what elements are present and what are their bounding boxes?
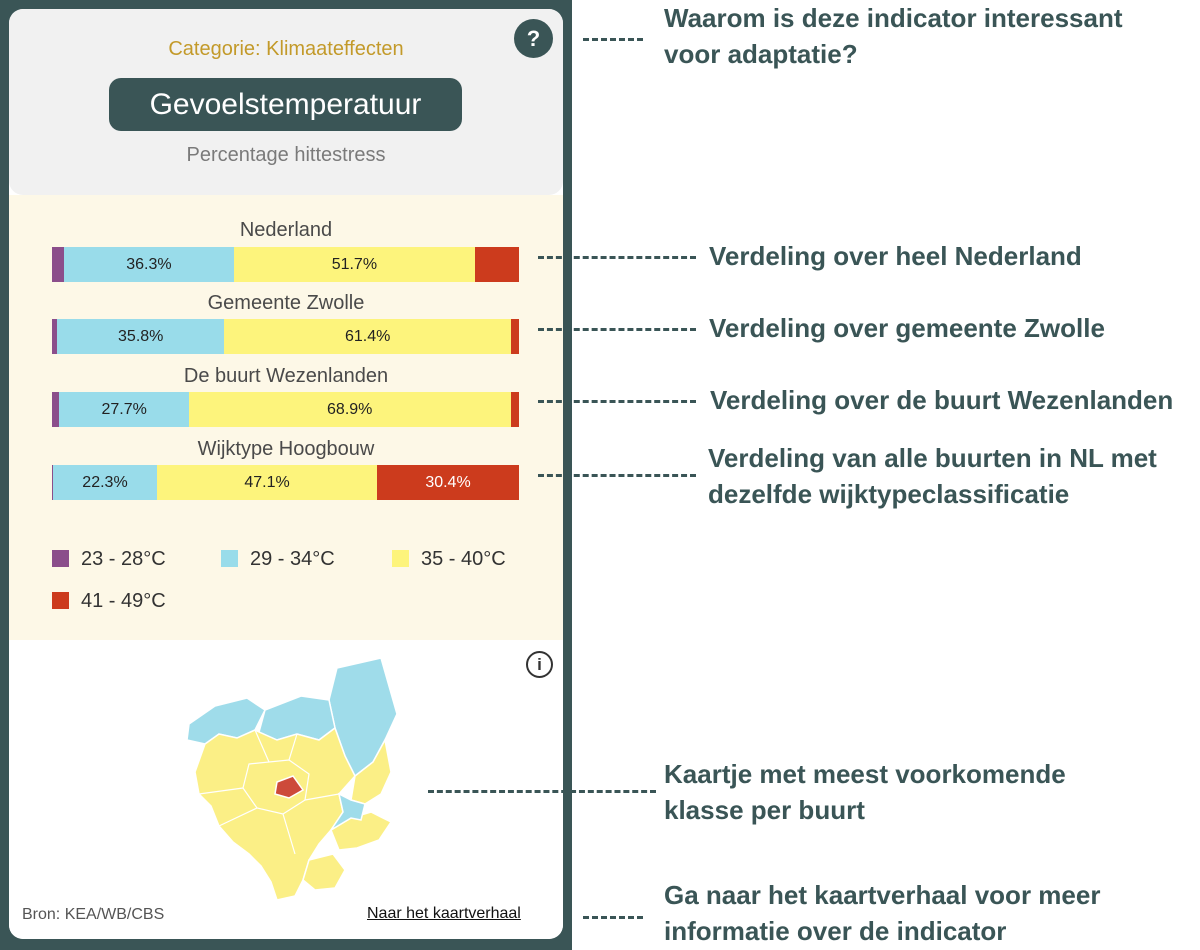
annotation-map: Kaartje met meest voorkomende klasse per…: [664, 756, 1066, 828]
stacked-bar[interactable]: 22.3% 47.1% 30.4%: [52, 465, 519, 500]
map-panel: i Bron: KEA/WB/CBS Naar het: [9, 640, 563, 939]
indicator-card: ? Categorie: Klimaateffecten Gevoelstemp…: [9, 9, 563, 939]
legend-label: 29 - 34°C: [250, 548, 335, 570]
bar-segment: [52, 319, 58, 354]
bar-segment: 30.4%: [377, 465, 519, 500]
annotation-map-text: Kaartje met meest voorkomende klasse per…: [664, 759, 1066, 825]
bar-segment: [52, 465, 53, 500]
annotation-help: Waarom is deze indicator interessant voo…: [664, 0, 1123, 72]
bar-group-label: Gemeente Zwolle: [207, 292, 365, 314]
legend-swatch: [392, 550, 409, 567]
annotation-connector: [583, 916, 643, 919]
bar-segment: [510, 392, 519, 427]
distribution-chart: 23 - 28°C 29 - 34°C 35 - 40°C 41 - 49°C …: [9, 195, 563, 640]
annotation-connector: [538, 328, 696, 331]
bar-segment: 47.1%: [157, 465, 378, 500]
bar-segment: [52, 247, 65, 282]
indicator-title: Gevoelstemperatuur: [109, 78, 462, 131]
bar-segment: [511, 319, 519, 354]
legend-label: 35 - 40°C: [421, 548, 506, 570]
bar-segment: 22.3%: [52, 465, 158, 500]
bar-segment: [52, 392, 60, 427]
annotation-nl: Verdeling over heel Nederland: [709, 238, 1082, 274]
bar-group-label: De buurt Wezenlanden: [183, 365, 389, 387]
annotation-zwolle: Verdeling over gemeente Zwolle: [709, 310, 1105, 346]
legend-swatch: [221, 550, 238, 567]
legend-swatch: [52, 550, 69, 567]
annotation-wijktype: Verdeling van alle buurten in NL met dez…: [708, 440, 1157, 512]
indicator-subtitle: Percentage hittestress: [186, 144, 386, 166]
help-button[interactable]: ?: [514, 19, 553, 58]
annotation-connector: [583, 38, 643, 41]
annotation-help-text: Waarom is deze indicator interessant voo…: [664, 3, 1123, 69]
bar-group-label: Wijktype Hoogbouw: [197, 438, 375, 460]
annotation-connector: [538, 474, 696, 477]
stacked-bar[interactable]: 27.7% 68.9%: [52, 392, 519, 427]
info-icon[interactable]: i: [526, 651, 553, 678]
annotation-story-text: Ga naar het kaartverhaal voor meer infor…: [664, 880, 1101, 946]
bar-segment: 68.9%: [188, 392, 511, 427]
bar-segment: [475, 247, 519, 282]
annotation-buurt: Verdeling over de buurt Wezenlanden: [710, 382, 1173, 418]
map-region-north-blue: [186, 657, 398, 778]
bar-segment: 51.7%: [233, 247, 476, 282]
bar-group-label: Nederland: [239, 219, 333, 241]
bar-segment: 35.8%: [57, 319, 225, 354]
bar-segment: 61.4%: [224, 319, 512, 354]
annotation-nl-text: Verdeling over heel Nederland: [709, 241, 1082, 271]
annotation-buurt-text: Verdeling over de buurt Wezenlanden: [710, 385, 1174, 415]
category-label: Categorie: Klimaateffecten: [168, 38, 404, 60]
bar-segment: 27.7%: [59, 392, 189, 427]
annotation-wijktype-text: Verdeling van alle buurten in NL met dez…: [708, 443, 1157, 509]
legend-label: 41 - 49°C: [81, 590, 166, 612]
legend-label: 23 - 28°C: [81, 548, 166, 570]
data-source: Bron: KEA/WB/CBS: [22, 906, 165, 923]
annotation-connector: [428, 790, 656, 793]
map-region-blue-east: [330, 792, 366, 831]
annotation-story: Ga naar het kaartverhaal voor meer infor…: [664, 877, 1100, 949]
stacked-bar[interactable]: 35.8% 61.4%: [52, 319, 519, 354]
annotation-zwolle-text: Verdeling over gemeente Zwolle: [709, 313, 1105, 343]
bar-segment: 36.3%: [64, 247, 234, 282]
story-map-link[interactable]: Naar het kaartverhaal: [367, 905, 521, 922]
legend-swatch: [52, 592, 69, 609]
stacked-bar[interactable]: 36.3% 51.7%: [52, 247, 519, 282]
annotation-connector: [538, 400, 696, 403]
map-highlight-wezenlanden: [274, 775, 305, 799]
card-header: ? Categorie: Klimaateffecten Gevoelstemp…: [9, 9, 563, 195]
neighbourhood-map[interactable]: [159, 644, 419, 906]
annotation-connector: [538, 256, 696, 259]
